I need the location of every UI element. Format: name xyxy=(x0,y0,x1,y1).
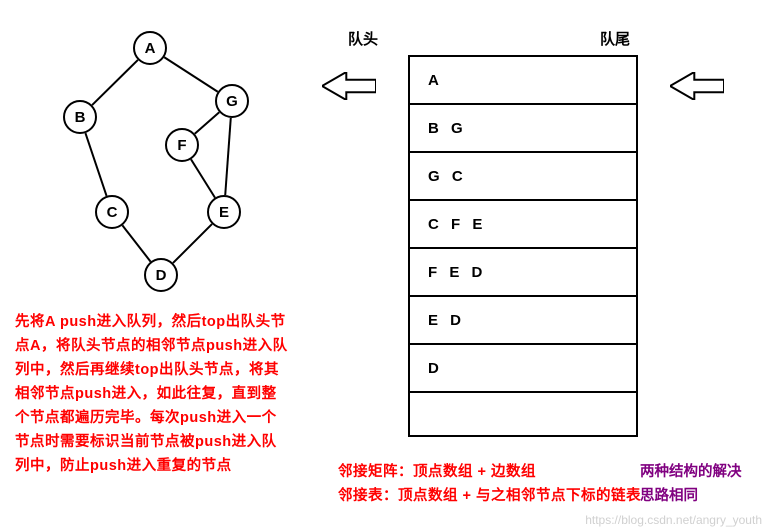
graph-node-d: D xyxy=(144,258,178,292)
queue-head-label: 队头 xyxy=(348,28,378,49)
queue-row: A xyxy=(410,57,636,105)
arrow-left-icon xyxy=(322,72,376,100)
watermark-text: https://blog.csdn.net/angry_youth xyxy=(585,513,762,527)
purple-note: 两种结构的解决思路相同 xyxy=(640,460,742,508)
graph-node-f: F xyxy=(165,128,199,162)
queue-row: E D xyxy=(410,297,636,345)
graph-node-e: E xyxy=(207,195,241,229)
queue-box: AB GG CC F EF E DE DD xyxy=(408,55,638,437)
queue-row xyxy=(410,393,636,441)
graph-node-a: A xyxy=(133,31,167,65)
graph-node-c: C xyxy=(95,195,129,229)
graph-node-g: G xyxy=(215,84,249,118)
arrow-right-icon xyxy=(670,72,724,100)
queue-row: D xyxy=(410,345,636,393)
queue-tail-label: 队尾 xyxy=(600,28,630,49)
queue-row: F E D xyxy=(410,249,636,297)
queue-row: C F E xyxy=(410,201,636,249)
graph-node-b: B xyxy=(63,100,97,134)
queue-row: G C xyxy=(410,153,636,201)
adjacency-notes: 邻接矩阵：顶点数组 + 边数组邻接表：顶点数组 + 与之相邻节点下标的链表 xyxy=(338,460,641,508)
queue-row: B G xyxy=(410,105,636,153)
description-text: 先将A push进入队列，然后top出队头节点A，将队头节点的相邻节点push进… xyxy=(15,310,315,478)
